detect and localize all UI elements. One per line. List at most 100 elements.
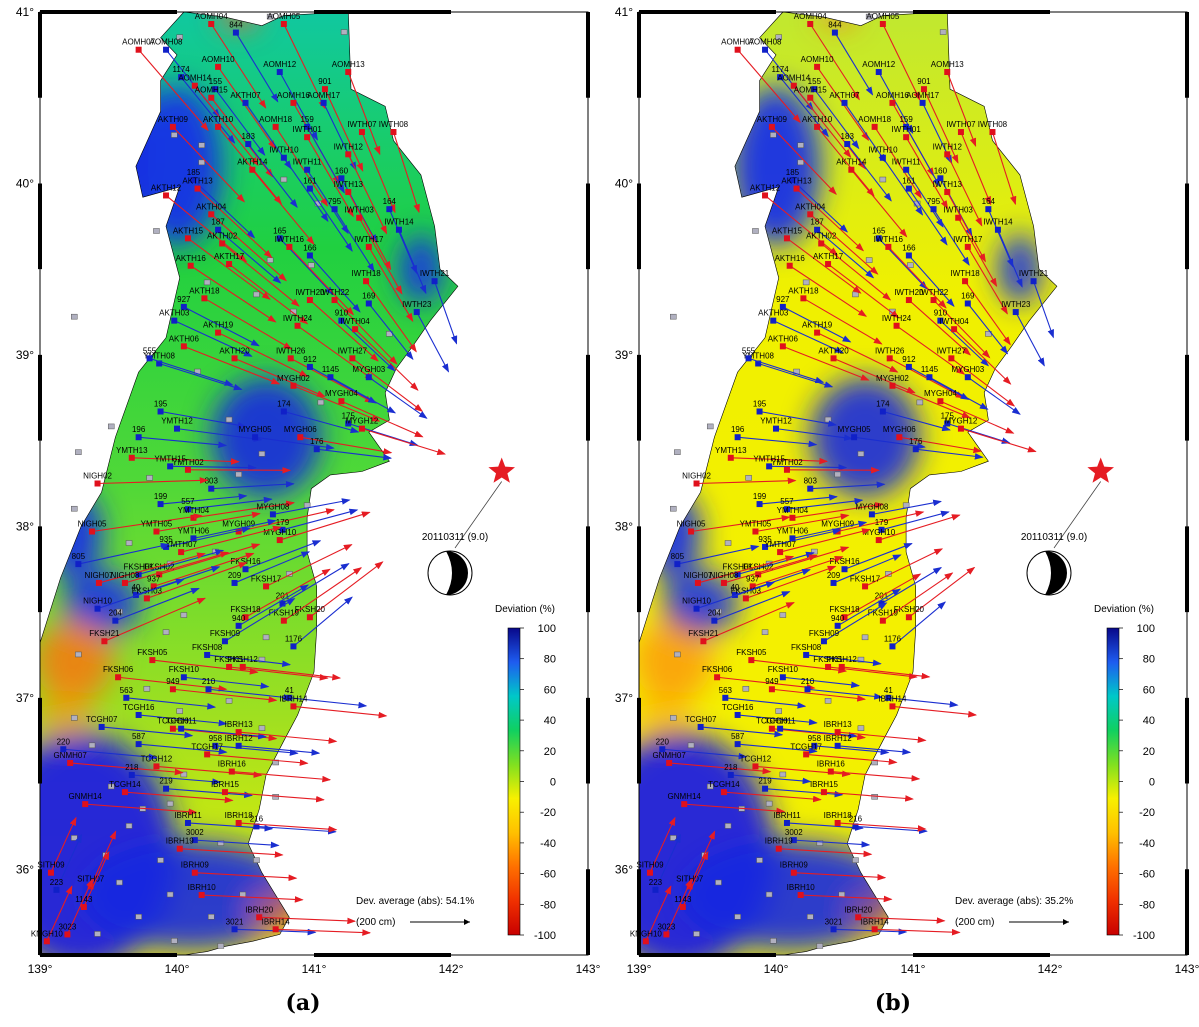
displacement-arrow (684, 803, 786, 815)
station-label: MYGH04 (924, 389, 957, 398)
displacement-arrow (789, 265, 868, 317)
displacement-arrow (908, 366, 970, 400)
station-label: YMTH05 (740, 520, 772, 529)
station-label: IBRH14 (279, 694, 308, 703)
station-marker (706, 423, 714, 430)
station-marker (734, 434, 741, 441)
station-marker (352, 326, 359, 333)
station-marker (693, 931, 700, 937)
station-marker (831, 29, 838, 36)
station-label: AKTH12 (151, 183, 182, 192)
displacement-arrow (737, 551, 815, 575)
station-label: MYGH03 (951, 365, 984, 374)
station-marker (804, 686, 811, 693)
displacement-arrow (933, 208, 970, 266)
displacement-arrow (309, 366, 377, 404)
station-label: 179 (276, 518, 290, 527)
station-marker (797, 891, 804, 898)
station-label: 3021 (825, 917, 843, 926)
station-marker (94, 480, 101, 487)
displacement-arrow (55, 833, 82, 891)
station-marker (157, 857, 164, 863)
displacement-arrow (210, 97, 274, 178)
station-label: FKSH03 (132, 586, 163, 595)
station-label: AOMH18 (858, 115, 891, 124)
station-label: IBRH11 (773, 811, 801, 820)
displacement-arrow (820, 243, 892, 301)
station-label: 185 (786, 168, 800, 177)
displacement-arrow (194, 872, 298, 882)
station-marker (889, 382, 896, 389)
station-marker (395, 226, 402, 233)
station-marker (180, 343, 187, 350)
station-label: 1174 (772, 65, 790, 74)
station-marker (280, 154, 287, 161)
station-marker (1012, 309, 1019, 316)
displacement-arrow (923, 88, 959, 164)
station-marker (652, 886, 659, 893)
displacement-arrow (138, 743, 228, 755)
station-label: IBRH18 (225, 811, 254, 820)
displacement-arrow (165, 788, 253, 799)
station-marker (779, 343, 786, 350)
deviation-blob (63, 571, 140, 636)
displacement-arrow (786, 237, 862, 294)
station-label: 166 (303, 243, 317, 252)
displacement-arrow (896, 325, 966, 375)
displacement-arrow (809, 97, 867, 170)
displacement-arrow (124, 791, 234, 804)
station-label: AKTH15 (772, 226, 803, 235)
station-label: AOMH13 (931, 60, 964, 69)
station-label: AOMH16 (876, 91, 909, 100)
station-label: AKTH15 (173, 226, 204, 235)
colorbar-tick-label: 40 (544, 715, 556, 727)
station-marker (948, 355, 955, 362)
station-marker (1030, 278, 1037, 285)
station-label: IBRH12 (824, 734, 853, 743)
displacement-arrow (138, 49, 209, 132)
deviation-average-label: Dev. average (abs): 35.2% (955, 896, 1073, 907)
station-marker (190, 177, 197, 184)
station-marker (879, 21, 886, 28)
displacement-arrow (97, 477, 209, 485)
station-label: GNMH14 (668, 792, 702, 801)
displacement-arrow (165, 195, 248, 263)
displacement-arrow (730, 774, 812, 785)
displacement-arrow (737, 436, 818, 448)
displacement-arrow (183, 676, 270, 690)
colorbar-tick-label: 100 (1137, 623, 1155, 635)
displacement-arrow (288, 246, 355, 316)
station-marker (184, 235, 191, 242)
colorbar (1106, 627, 1120, 936)
station-marker (720, 789, 727, 796)
epicenter-label: 20110311 (9.0) (1021, 532, 1087, 543)
station-marker (802, 279, 810, 286)
deviation-blob (639, 689, 694, 740)
station-label: IWTH04 (340, 317, 370, 326)
displacement-arrow (180, 525, 282, 553)
lon-tick-label: 139° (627, 962, 652, 976)
displacement-arrow (91, 513, 203, 533)
displacement-arrow (194, 839, 280, 849)
station-label: FKSH10 (169, 665, 200, 674)
lon-tick-label: 141° (901, 962, 926, 976)
displacement-arrow (282, 563, 350, 604)
station-marker (80, 903, 87, 910)
displacement-arrow (224, 791, 325, 803)
station-marker (290, 703, 297, 710)
station-marker (852, 857, 859, 863)
station-marker (88, 742, 96, 749)
station-label: AOMH07 (721, 38, 754, 47)
station-label: AKTH13 (182, 177, 213, 186)
station-label: IBRH13 (225, 720, 254, 729)
displacement-arrow (170, 464, 257, 471)
station-label: FKSH19 (868, 609, 899, 618)
station-label: 563 (120, 686, 134, 695)
station-label: 3002 (785, 828, 803, 837)
station-label: 165 (273, 226, 287, 235)
station-label: IWTH17 (953, 235, 983, 244)
station-marker (777, 549, 784, 556)
station-marker (239, 663, 246, 670)
displacement-arrow (238, 731, 338, 744)
station-marker (121, 789, 128, 796)
